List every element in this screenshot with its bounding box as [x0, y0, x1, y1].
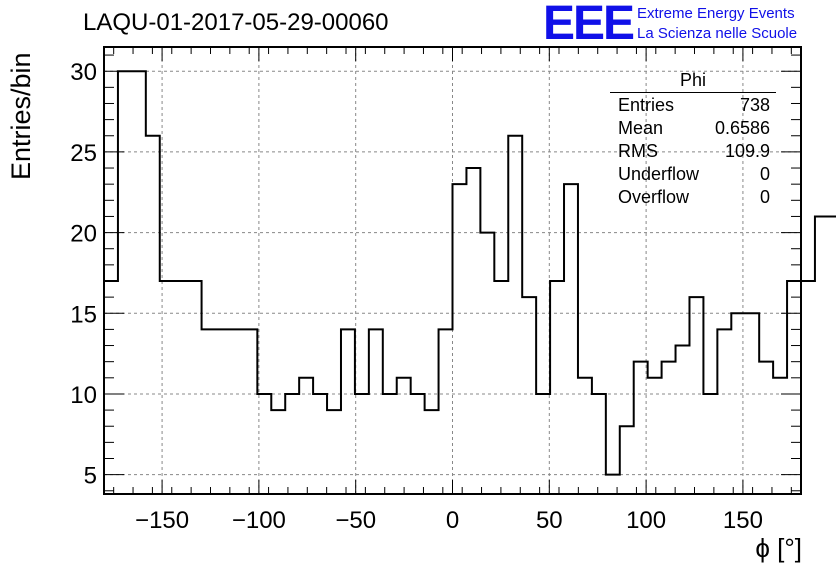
stats-row-overflow: Overflow 0 — [610, 185, 776, 208]
x-tick-label: −50 — [335, 507, 376, 534]
x-tick-label: 0 — [446, 507, 459, 534]
y-tick-label: 15 — [70, 301, 97, 328]
axis-ticks — [104, 47, 801, 494]
eee-logo: EEE — [543, 0, 635, 50]
y-tick-label: 20 — [70, 221, 97, 248]
stats-row-mean: Mean 0.6586 — [610, 116, 776, 139]
stats-label: Underflow — [618, 164, 700, 184]
y-tick-label: 5 — [84, 463, 97, 490]
stats-value: 0 — [759, 187, 770, 207]
stats-box: Phi Entries 738 Mean 0.6586 RMS 109.9 Un… — [610, 70, 776, 208]
plot-frame — [103, 46, 802, 495]
stats-row-entries: Entries 738 — [610, 93, 776, 116]
stats-row-rms: RMS 109.9 — [610, 139, 776, 162]
stats-value: 738 — [739, 95, 770, 115]
stats-label: RMS — [618, 141, 658, 161]
x-tick-label: 50 — [536, 507, 563, 534]
histogram-line — [104, 70, 836, 476]
y-tick-label: 30 — [70, 59, 97, 86]
stats-value: 109.9 — [724, 141, 770, 161]
stats-label: Entries — [618, 95, 675, 115]
chart-title: LAQU-01-2017-05-29-00060 — [83, 9, 389, 36]
eee-logo-line1: Extreme Energy Events — [637, 5, 795, 22]
x-tick-label: −150 — [135, 507, 189, 534]
stats-value: 0.6586 — [714, 118, 770, 138]
tick-labels: −150 −100 −50 0 50 100 150 5 10 15 20 25 30 — [70, 59, 763, 534]
x-tick-label: −100 — [232, 507, 286, 534]
x-axis-label: ϕ [°] — [755, 533, 802, 563]
eee-logo-line2: La Scienza nelle Scuole — [637, 25, 798, 42]
x-tick-label: 100 — [626, 507, 666, 534]
y-tick-label: 10 — [70, 382, 97, 409]
stats-label: Mean — [618, 118, 664, 138]
stats-label: Overflow — [618, 187, 690, 207]
stats-row-underflow: Underflow 0 — [610, 162, 776, 185]
x-tick-label: 150 — [723, 507, 763, 534]
eee-logo-text: Extreme Energy Events La Scienza nelle S… — [637, 4, 797, 44]
stats-box-title: Phi — [610, 70, 776, 93]
y-tick-label: 25 — [70, 140, 97, 167]
stats-value: 0 — [759, 164, 770, 184]
y-axis-label: Entries/bin — [6, 52, 36, 180]
